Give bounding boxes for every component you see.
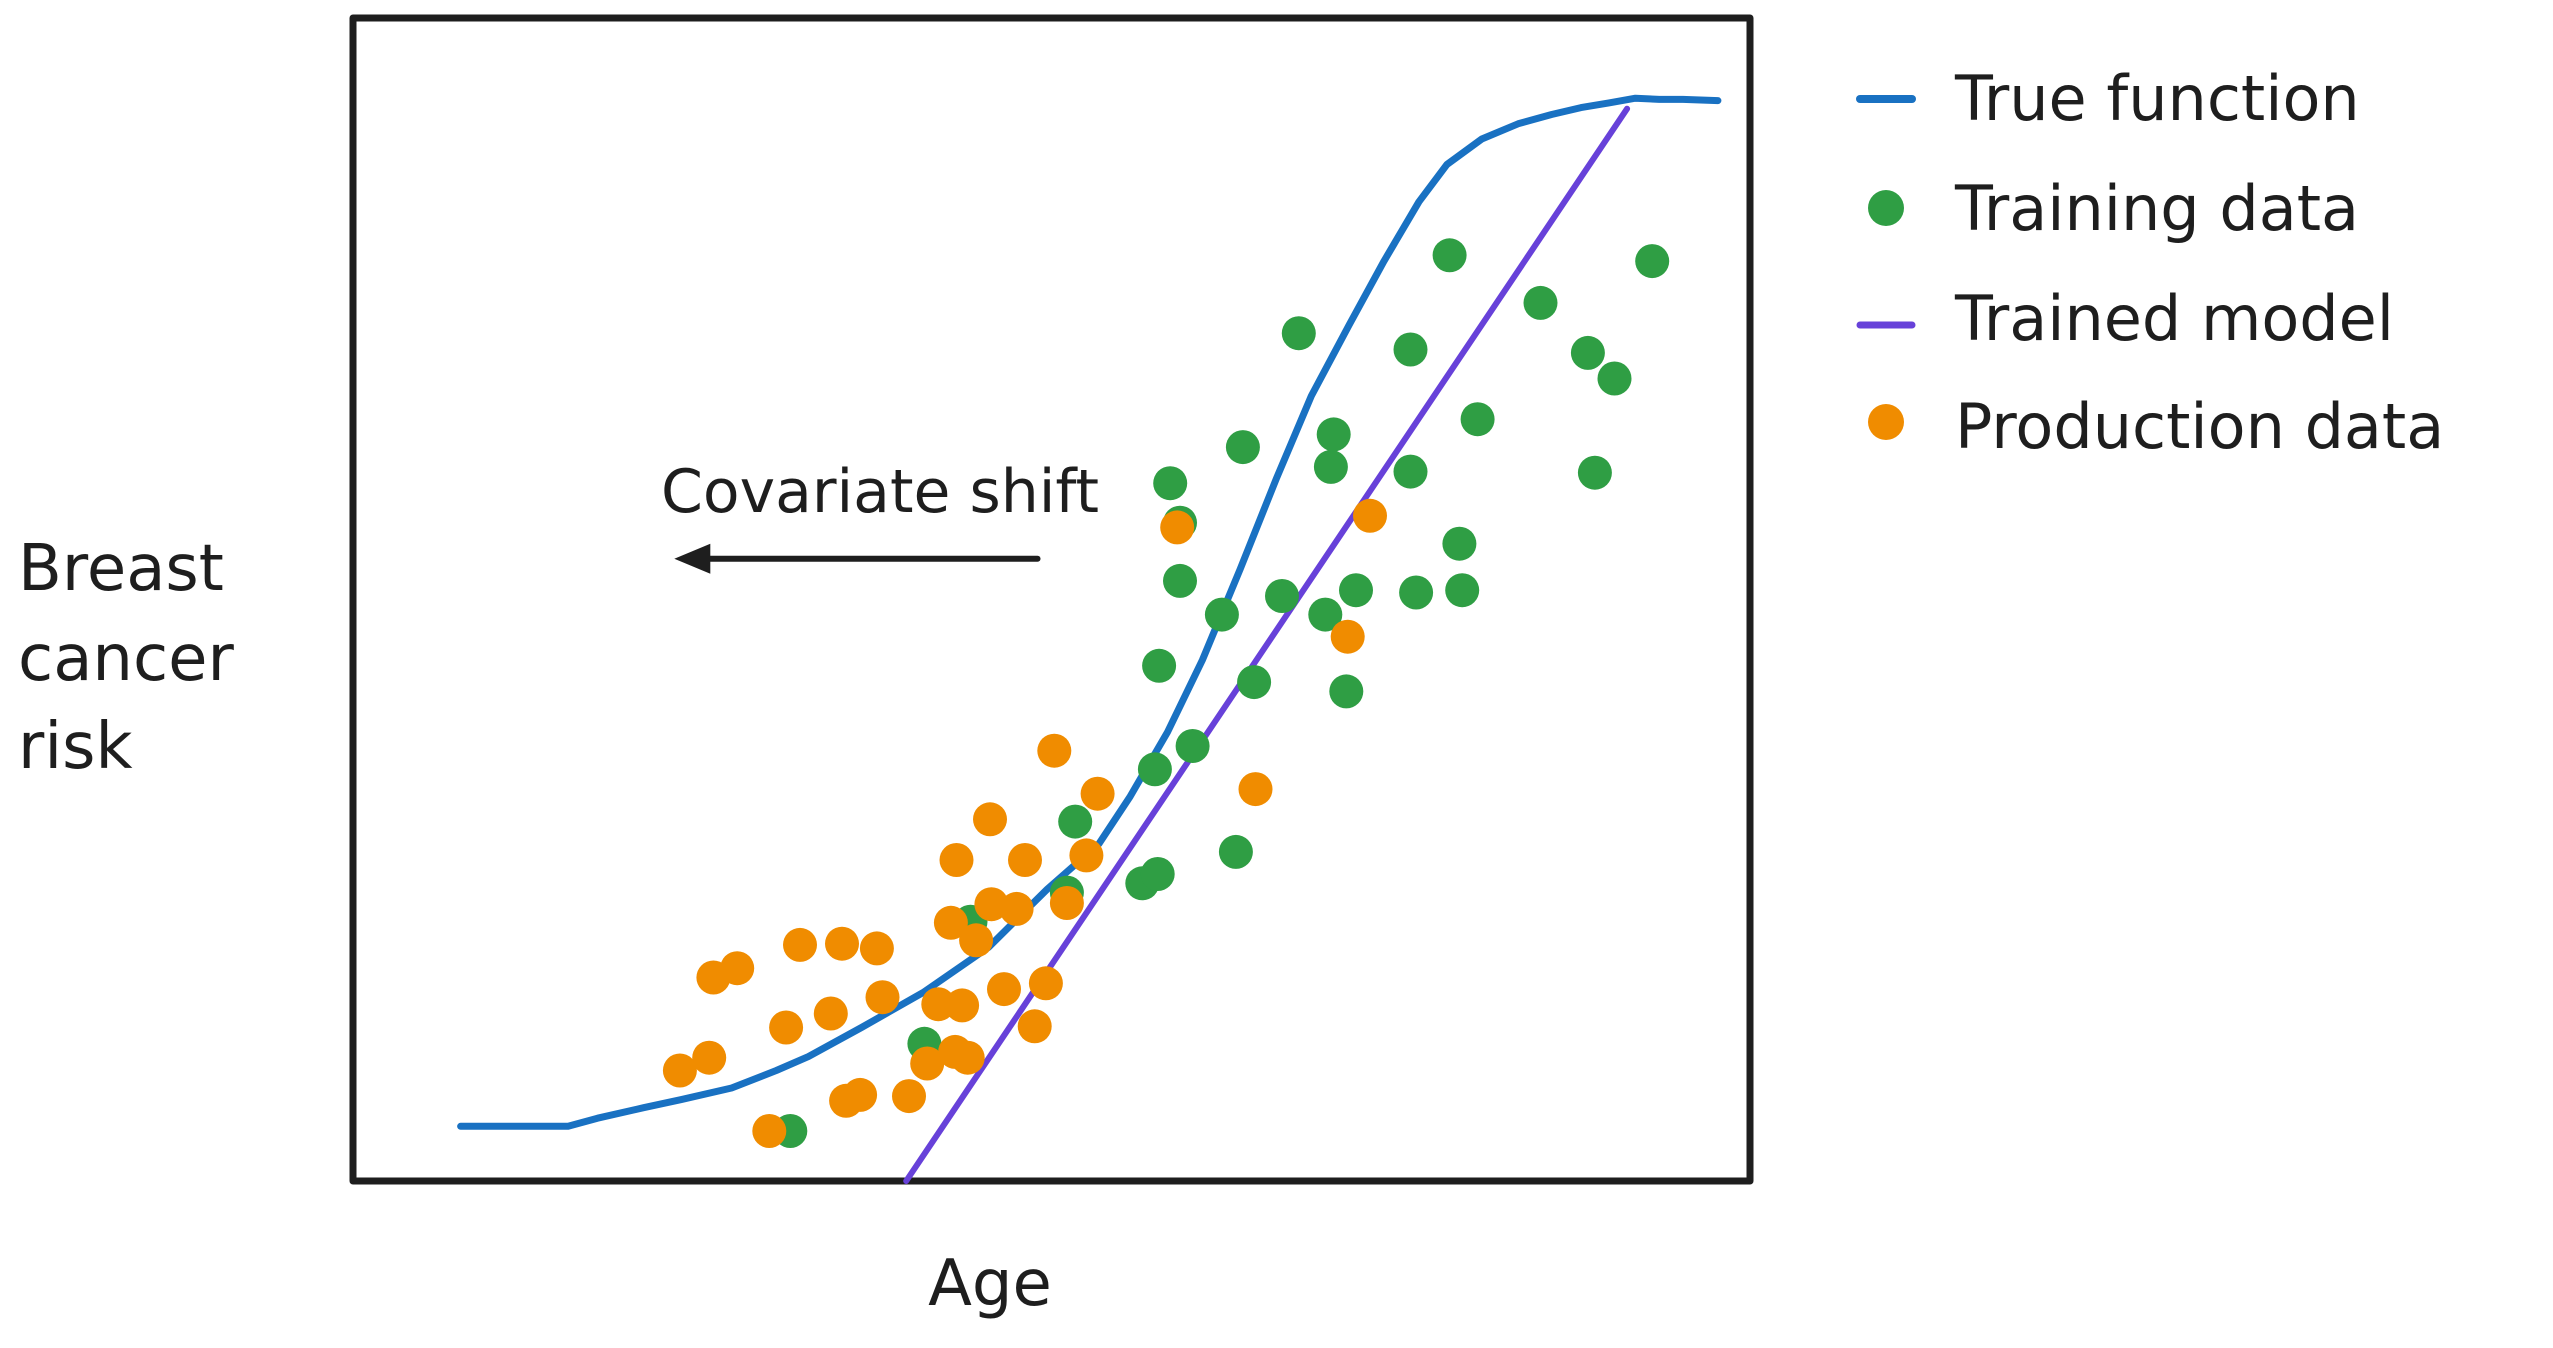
legend-swatch-training-data bbox=[1868, 190, 1904, 226]
annotation-label: Covariate shift bbox=[661, 457, 1099, 527]
point-training-data bbox=[1163, 563, 1197, 598]
plot-frame bbox=[349, 14, 1754, 1185]
legend-item-true-function: True function bbox=[1856, 62, 2360, 135]
point-training-data bbox=[1140, 857, 1175, 891]
point-production-data bbox=[825, 926, 859, 961]
x-axis-label: Age bbox=[928, 1247, 1052, 1321]
series-production-data bbox=[662, 498, 1387, 1148]
annotation-arrow-head bbox=[674, 543, 711, 574]
legend-item-trained-model: Trained model bbox=[1856, 282, 2394, 355]
legend-label-production-data: Production data bbox=[1955, 390, 2444, 463]
point-production-data bbox=[1238, 772, 1273, 807]
point-training-data bbox=[1432, 238, 1467, 273]
legend-label-trained-model: Trained model bbox=[1954, 282, 2394, 355]
series-line-trained-model bbox=[903, 105, 1631, 1184]
point-training-data bbox=[1308, 597, 1343, 632]
legend-label-training-data: Training data bbox=[1954, 172, 2359, 245]
point-production-data bbox=[843, 1077, 878, 1112]
point-training-data bbox=[1577, 455, 1612, 490]
legend: True function Training data Trained mode… bbox=[1856, 62, 2444, 463]
point-production-data bbox=[813, 996, 848, 1031]
series-training-data bbox=[773, 238, 1670, 1148]
point-production-data bbox=[752, 1114, 787, 1148]
point-production-data bbox=[974, 887, 1009, 922]
point-training-data bbox=[1460, 402, 1495, 437]
point-production-data bbox=[720, 951, 755, 986]
point-production-data bbox=[959, 923, 994, 958]
point-training-data bbox=[1204, 597, 1239, 632]
point-training-data bbox=[1597, 361, 1632, 396]
point-production-data bbox=[692, 1040, 727, 1075]
point-production-data bbox=[1008, 843, 1042, 877]
point-training-data bbox=[1316, 417, 1351, 452]
legend-swatch-production-data bbox=[1868, 404, 1904, 440]
point-production-data bbox=[939, 843, 974, 877]
point-production-data bbox=[933, 905, 968, 940]
axis-labels: Age Breast cancer risk bbox=[18, 532, 1052, 1321]
point-training-data bbox=[1142, 648, 1177, 683]
point-production-data bbox=[1028, 966, 1063, 1001]
point-production-data bbox=[1017, 1009, 1052, 1044]
point-training-data bbox=[1281, 316, 1316, 351]
point-production-data bbox=[1080, 776, 1115, 811]
point-production-data bbox=[892, 1079, 926, 1114]
point-training-data bbox=[1329, 674, 1364, 709]
point-production-data bbox=[1353, 498, 1387, 533]
point-production-data bbox=[1037, 733, 1072, 768]
y-axis-label-line-2: cancer bbox=[18, 622, 235, 696]
point-training-data bbox=[1225, 430, 1260, 465]
point-training-data bbox=[1445, 573, 1480, 608]
point-production-data bbox=[987, 972, 1021, 1007]
point-training-data bbox=[1218, 834, 1253, 869]
y-axis-label-line-1: Breast bbox=[18, 532, 224, 606]
point-training-data bbox=[1153, 466, 1188, 501]
point-training-data bbox=[1058, 804, 1093, 839]
point-training-data bbox=[1265, 579, 1299, 613]
point-production-data bbox=[973, 802, 1007, 837]
legend-label-true-function: True function bbox=[1954, 62, 2360, 135]
point-production-data bbox=[859, 931, 894, 966]
point-training-data bbox=[1237, 665, 1272, 700]
point-training-data bbox=[1137, 752, 1172, 787]
point-training-data bbox=[1399, 575, 1434, 610]
point-training-data bbox=[1570, 335, 1605, 370]
point-production-data bbox=[1049, 886, 1084, 920]
point-production-data bbox=[865, 980, 900, 1015]
point-production-data bbox=[662, 1053, 697, 1088]
legend-item-training-data: Training data bbox=[1868, 172, 2359, 245]
point-training-data bbox=[1393, 332, 1428, 367]
annotation-layer: Covariate shift bbox=[661, 457, 1099, 574]
point-training-data bbox=[1313, 449, 1348, 484]
point-training-data bbox=[1175, 729, 1210, 763]
point-production-data bbox=[950, 1040, 985, 1075]
point-production-data bbox=[999, 891, 1034, 926]
legend-item-production-data: Production data bbox=[1868, 390, 2444, 463]
point-training-data bbox=[1442, 526, 1477, 561]
point-production-data bbox=[1330, 619, 1365, 654]
point-production-data bbox=[1160, 510, 1195, 545]
point-production-data bbox=[910, 1046, 945, 1081]
y-axis-label-line-3: risk bbox=[18, 710, 133, 784]
point-production-data bbox=[769, 1010, 804, 1045]
point-training-data bbox=[1393, 454, 1428, 489]
plot-layer bbox=[457, 94, 1722, 1184]
point-training-data bbox=[1635, 244, 1670, 279]
point-training-data bbox=[1339, 573, 1373, 608]
point-production-data bbox=[783, 927, 817, 962]
point-production-data bbox=[1069, 838, 1104, 873]
point-training-data bbox=[1523, 285, 1558, 320]
point-production-data bbox=[921, 987, 956, 1022]
